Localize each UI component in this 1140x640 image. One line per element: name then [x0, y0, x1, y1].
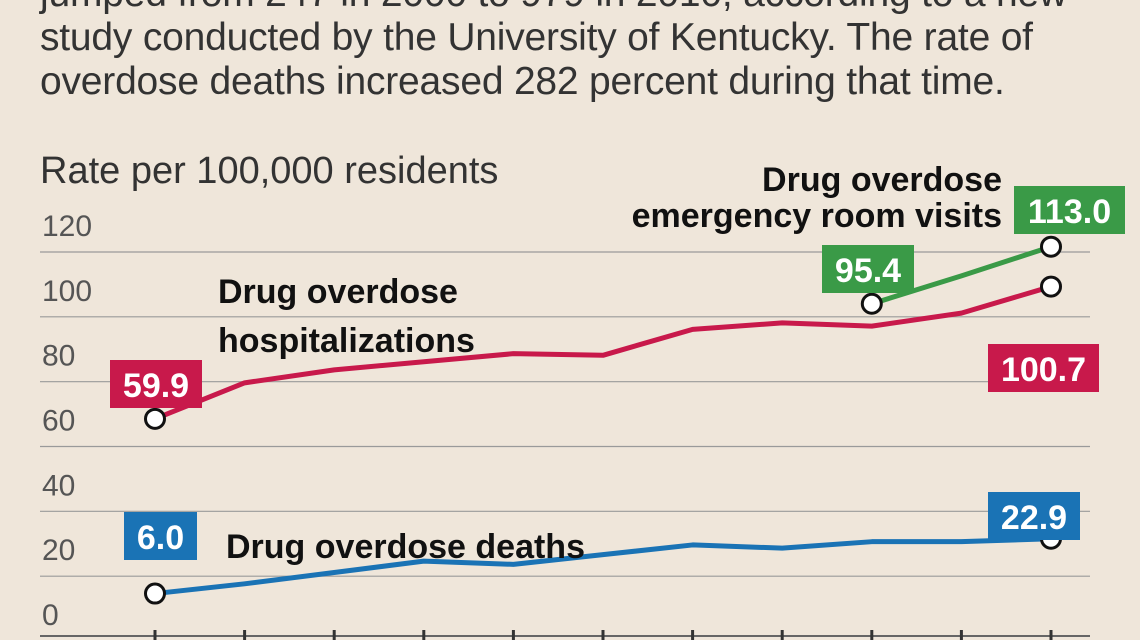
hospitalizations-label-line1: Drug overdose [218, 273, 458, 311]
deaths-label: Drug overdose deaths [226, 528, 585, 566]
intro-line: overdose deaths increased 282 percent du… [40, 60, 1005, 103]
value-badge [822, 245, 914, 293]
value-badge-label: 113.0 [1028, 193, 1111, 231]
value-badge-label: 100.7 [1001, 351, 1086, 389]
data-point-marker [1040, 235, 1062, 258]
y-tick-label: 120 [42, 210, 92, 243]
value-badge-label: 95.4 [835, 252, 901, 290]
series-line [871, 244, 1052, 307]
y-tick-label: 20 [42, 534, 75, 567]
y-axis-unit-label: Rate per 100,000 residents [40, 150, 499, 192]
value-badge [988, 492, 1080, 540]
value-badge [988, 344, 1099, 392]
value-badge-label: 59.9 [123, 367, 189, 405]
y-tick-label: 0 [42, 599, 59, 632]
y-tick-label: 60 [42, 405, 75, 438]
gridlines [40, 251, 1090, 637]
data-point-marker [144, 407, 166, 430]
data-point-marker [860, 292, 883, 315]
series-line [154, 284, 1052, 422]
series-lines [154, 244, 1052, 597]
value-badge-label: 22.9 [1001, 499, 1067, 537]
y-tick-labels: 0 20 40 60 80 100 120 [42, 210, 92, 632]
value-badge [110, 360, 202, 408]
value-badge [124, 512, 197, 560]
y-tick-label: 80 [42, 340, 75, 373]
value-badge [1014, 186, 1125, 234]
data-point-marker [144, 582, 166, 605]
intro-line: study conducted by the University of Ken… [40, 16, 1033, 59]
y-tick-label: 40 [42, 469, 75, 502]
value-badges: 59.9 100.7 95.4 113.0 6.0 22.9 [110, 186, 1125, 560]
intro-text: jumped from 247 in 2000 to 979 in 2010, … [40, 0, 1120, 104]
er-visits-label-line1: Drug overdose [762, 161, 1002, 199]
x-tick-marks [153, 630, 1053, 640]
er-visits-label-line2: emergency room visits [632, 197, 1002, 235]
series-line [154, 536, 1052, 597]
intro-line: jumped from 247 in 2000 to 979 in 2010, … [40, 0, 1120, 16]
value-badge-label: 6.0 [137, 519, 184, 557]
y-tick-label: 100 [42, 275, 92, 308]
data-point-marker [1040, 275, 1062, 298]
hospitalizations-label-line2: hospitalizations [218, 322, 475, 360]
